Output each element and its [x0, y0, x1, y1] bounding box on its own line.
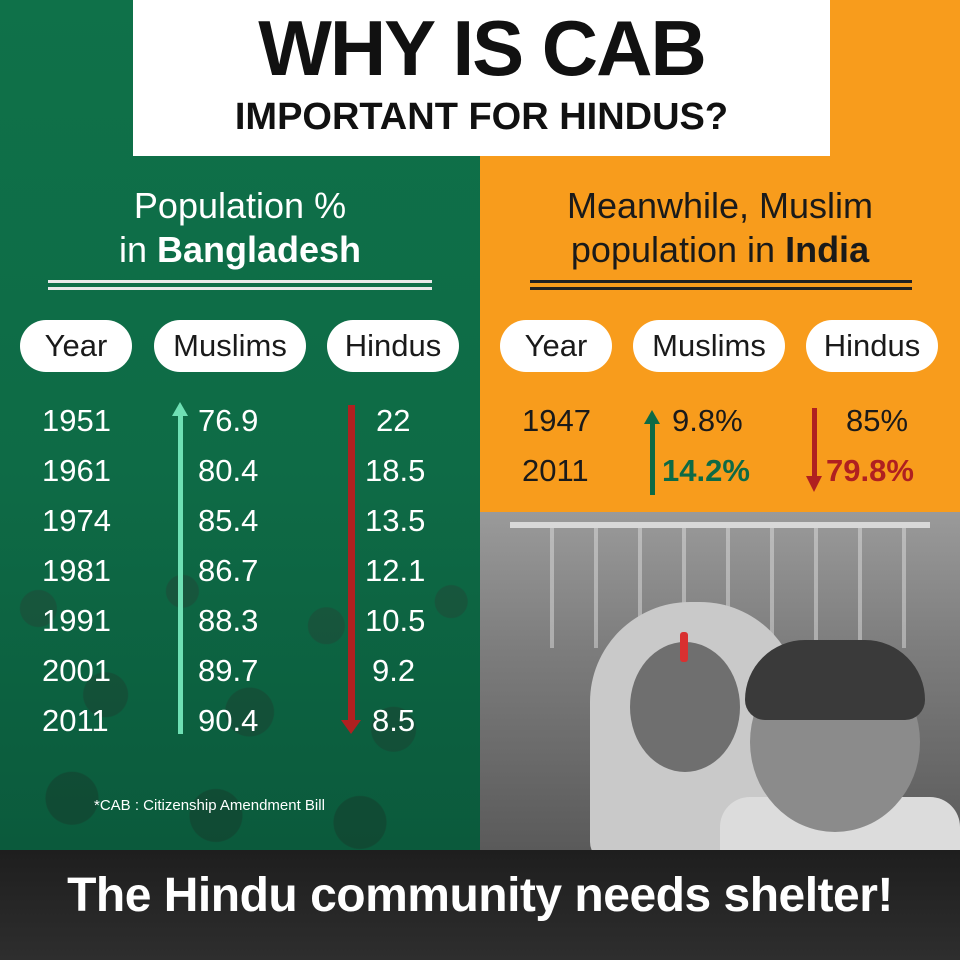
- bd-col-hindus: Hindus: [327, 320, 459, 372]
- woman-face: [630, 642, 740, 772]
- in-col-muslims: Muslims: [633, 320, 785, 372]
- footer-slogan: The Hindu community needs shelter!: [67, 869, 893, 922]
- muslim-increase-arrow-head: [172, 402, 188, 416]
- in-year: 2011: [522, 453, 589, 488]
- footnote: *CAB : Citizenship Amendment Bill: [94, 797, 325, 814]
- divider-line: [48, 287, 432, 290]
- bd-muslims-value: 90.4: [198, 703, 259, 738]
- bd-year: 2011: [42, 703, 109, 738]
- divider-line: [530, 280, 912, 283]
- india-muslim-increase-arrow-head: [644, 410, 660, 424]
- title-sub: IMPORTANT FOR HINDUS?: [234, 96, 729, 138]
- india-hindu-decrease-arrow: [812, 408, 817, 478]
- sindoor-mark: [680, 632, 688, 662]
- bd-hindus-value: 9.2: [372, 653, 416, 688]
- bd-year: 1951: [42, 403, 111, 438]
- in-muslims-value: 9.8%: [672, 403, 743, 438]
- bd-muslims-value: 89.7: [198, 653, 259, 688]
- bd-year: 1981: [42, 553, 111, 588]
- india-heading-line1: Meanwhile, Muslim: [566, 185, 874, 226]
- bd-year: 2001: [42, 653, 111, 688]
- divider-line: [48, 280, 432, 283]
- india-heading-prefix: population in: [570, 229, 786, 270]
- refugee-photo: [480, 512, 960, 850]
- hindu-decrease-arrow: [348, 405, 355, 723]
- in-hindus-value-highlight: 79.8%: [826, 453, 914, 488]
- bd-col-muslims: Muslims: [154, 320, 306, 372]
- bangladesh-heading-country: Bangladesh: [156, 229, 362, 270]
- footer-bar: [0, 850, 960, 960]
- bd-hindus-value: 18.5: [365, 453, 426, 488]
- bangladesh-heading-prefix: in: [118, 229, 157, 270]
- crowd-background: [0, 505, 480, 850]
- bd-col-year: Year: [20, 320, 132, 372]
- title-box: WHY IS CAB IMPORTANT FOR HINDUS?: [133, 0, 830, 156]
- bangladesh-heading-line1: Population %: [133, 185, 347, 226]
- bd-hindus-value: 8.5: [372, 703, 416, 738]
- bd-year: 1961: [42, 453, 111, 488]
- bd-hindus-value: 13.5: [365, 503, 426, 538]
- bd-muslims-value: 88.3: [198, 603, 259, 638]
- india-heading: Meanwhile, Muslim population in India: [480, 184, 960, 272]
- in-year: 1947: [522, 403, 591, 438]
- bd-hindus-value: 12.1: [365, 553, 426, 588]
- divider-line: [530, 287, 912, 290]
- bd-muslims-value: 76.9: [198, 403, 259, 438]
- in-hindus-value: 85%: [846, 403, 909, 438]
- bangladesh-heading: Population % in Bangladesh: [0, 184, 480, 272]
- bangladesh-heading-line2: in Bangladesh: [0, 228, 480, 272]
- bd-muslims-value: 86.7: [198, 553, 259, 588]
- bd-muslims-value: 80.4: [198, 453, 259, 488]
- india-heading-country: India: [785, 229, 870, 270]
- india-hindu-decrease-arrow-head: [806, 476, 822, 492]
- bd-year: 1974: [42, 503, 111, 538]
- hindu-decrease-arrow-head: [341, 720, 361, 734]
- bd-hindus-value: 22: [376, 403, 411, 438]
- in-col-hindus: Hindus: [806, 320, 938, 372]
- in-muslims-value-highlight: 14.2%: [662, 453, 750, 488]
- muslim-increase-arrow: [178, 412, 183, 734]
- bd-year: 1991: [42, 603, 111, 638]
- bd-hindus-value: 10.5: [365, 603, 426, 638]
- india-heading-line2: population in India: [480, 228, 960, 272]
- in-col-year: Year: [500, 320, 612, 372]
- title-main: WHY IS CAB: [258, 4, 707, 92]
- bd-muslims-value: 85.4: [198, 503, 259, 538]
- india-muslim-increase-arrow: [650, 420, 655, 495]
- child-hair: [745, 640, 925, 720]
